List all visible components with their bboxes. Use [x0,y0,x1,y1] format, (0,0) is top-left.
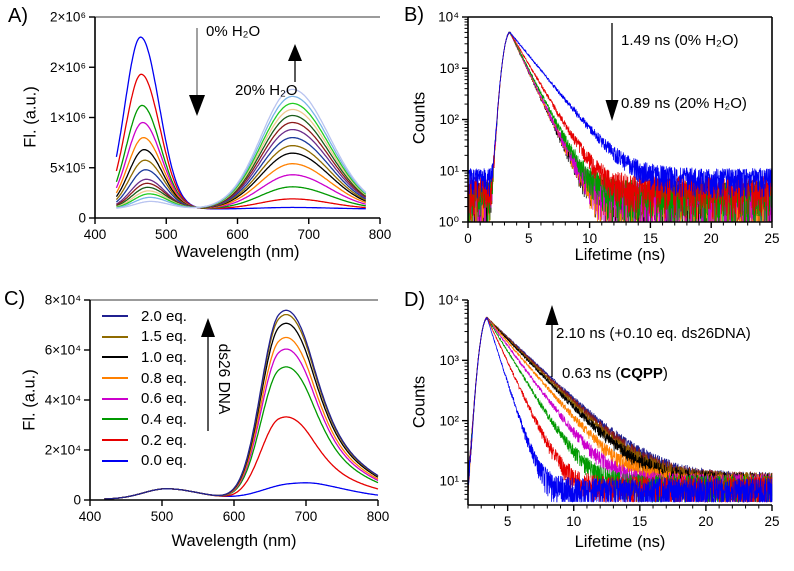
svg-text:700: 700 [295,509,318,524]
svg-text:10⁴: 10⁴ [438,293,459,308]
svg-text:6×10⁴: 6×10⁴ [45,343,81,358]
chart-D-svg: 5 10 15 20 25 10¹ 10² 10³ 10⁴ [438,293,779,529]
svg-text:10²: 10² [439,112,459,127]
annotation-cqpp-post: ) [662,365,668,382]
panel-C: 400 500 600 700 800 0 2×10⁴ 4×10⁴ 6×10⁴ 8×10⁴ C) … [0,285,397,571]
annotation-20pct-h2o: 20% H₂O [235,82,298,99]
svg-text:15: 15 [632,514,647,529]
svg-text:10¹: 10¹ [439,163,459,178]
legend-item: 1.5 eq. [102,328,187,346]
svg-text:10⁰: 10⁰ [439,215,459,230]
svg-text:5×10⁵: 5×10⁵ [50,160,86,175]
legend-swatch [102,315,128,317]
svg-text:0: 0 [78,211,86,226]
annotation-0pct-h2o: 0% H₂O [206,23,261,40]
svg-text:700: 700 [297,227,320,242]
annotation-lifetime-20pct: 0.89 ns (20% H₂O) [621,95,747,112]
panel-B: 0 5 10 15 20 25 10⁰ 10¹ 10² 10³ 10⁴ B) Counts Life… [397,0,794,285]
legend-item: 0.0 eq. [102,452,187,470]
svg-text:2×10⁶: 2×10⁶ [50,60,86,75]
svg-text:400: 400 [79,509,102,524]
x-axis-label-C: Wavelength (nm) [171,532,297,550]
svg-text:0: 0 [464,231,472,246]
annotation-lifetime-cqpp: 0.63 ns (CQPP) [562,365,668,382]
legend-swatch [102,397,128,400]
svg-text:20: 20 [704,231,719,246]
svg-text:25: 25 [764,231,779,246]
annotation-lifetime-dna: 2.10 ns (+0.10 eq. ds26DNA) [556,325,751,342]
svg-text:10: 10 [566,514,581,529]
svg-text:2×10⁶: 2×10⁶ [50,10,86,25]
svg-text:2×10⁴: 2×10⁴ [45,443,81,458]
svg-text:10⁴: 10⁴ [438,10,459,25]
legend-label: 0.8 eq. [141,369,187,387]
svg-text:4×10⁴: 4×10⁴ [45,393,81,408]
chart-C-svg: 400 500 600 700 800 0 2×10⁴ 4×10⁴ 6×10⁴ 8×10⁴ [45,293,390,524]
svg-text:10¹: 10¹ [439,474,459,489]
svg-text:10²: 10² [439,413,459,428]
svg-text:800: 800 [367,509,390,524]
legend-swatch [102,439,128,442]
legend-swatch [102,377,128,380]
svg-text:20: 20 [698,514,713,529]
panel-label-A: A) [8,5,28,27]
legend: 2.0 eq. 1.5 eq. 1.0 eq. 0.8 eq. 0.6 eq. 0.4 e… [102,308,187,469]
svg-text:500: 500 [151,509,174,524]
legend-swatch [102,335,128,338]
legend-swatch [102,356,128,359]
legend-item: 0.2 eq. [102,431,187,449]
svg-text:1×10⁶: 1×10⁶ [50,110,86,125]
annotation-cqpp-bold: CQPP [620,365,663,382]
chart-B-svg: 0 5 10 15 20 25 10⁰ 10¹ 10² 10³ 10⁴ [438,10,779,246]
svg-text:500: 500 [155,227,178,242]
legend-item: 0.4 eq. [102,410,187,428]
panel-D: 5 10 15 20 25 10¹ 10² 10³ 10⁴ D) Counts Lifetime… [397,285,794,571]
legend-label: 2.0 eq. [141,307,187,325]
x-axis-label-B: Lifetime (ns) [574,246,666,264]
panel-label-D: D) [404,289,426,311]
legend-label: 1.5 eq. [141,328,187,346]
legend-item: 2.0 eq. [102,307,187,325]
y-axis-label-C: Fl. (a.u.) [20,369,39,431]
svg-text:10³: 10³ [439,61,459,76]
annotation-ds26-dna: ds26 DNA [215,343,232,415]
svg-text:400: 400 [84,227,107,242]
legend-label: 0.2 eq. [141,431,187,449]
annotation-lifetime-0pct: 1.49 ns (0% H₂O) [621,32,739,49]
panel-A: 400 500 600 700 800 0 5×10⁵ 1×10⁶ 2×10⁶ 2×10⁶ A) … [0,0,397,285]
panel-label-B: B) [404,4,424,26]
annotation-cqpp-pre: 0.63 ns ( [562,365,621,382]
svg-text:8×10⁴: 8×10⁴ [45,293,81,308]
svg-text:5: 5 [525,231,533,246]
svg-text:10³: 10³ [439,353,459,368]
legend-label: 0.6 eq. [141,390,187,408]
legend-label: 0.0 eq. [141,452,187,470]
legend-label: 0.4 eq. [141,410,187,428]
x-axis-label-A: Wavelength (nm) [174,243,300,261]
panel-label-C: C) [4,288,26,310]
svg-text:5: 5 [504,514,512,529]
legend-swatch [102,418,128,421]
svg-text:10: 10 [582,231,597,246]
svg-text:25: 25 [764,514,779,529]
svg-text:800: 800 [369,227,392,242]
y-axis-label-B: Counts [410,91,429,145]
legend-swatch [102,459,128,462]
svg-text:0: 0 [73,493,81,508]
legend-item: 0.8 eq. [102,369,187,387]
legend-label: 1.0 eq. [141,348,187,366]
chart-A-svg: 400 500 600 700 800 0 5×10⁵ 1×10⁶ 2×10⁶ 2×10⁶ [50,10,392,242]
legend-item: 0.6 eq. [102,390,187,408]
y-axis-label-A: Fl. (a.u.) [21,86,40,148]
y-axis-label-D: Counts [410,375,429,429]
svg-text:600: 600 [226,227,249,242]
svg-text:600: 600 [223,509,246,524]
svg-text:15: 15 [643,231,658,246]
legend-item: 1.0 eq. [102,348,187,366]
x-axis-label-D: Lifetime (ns) [574,533,666,551]
